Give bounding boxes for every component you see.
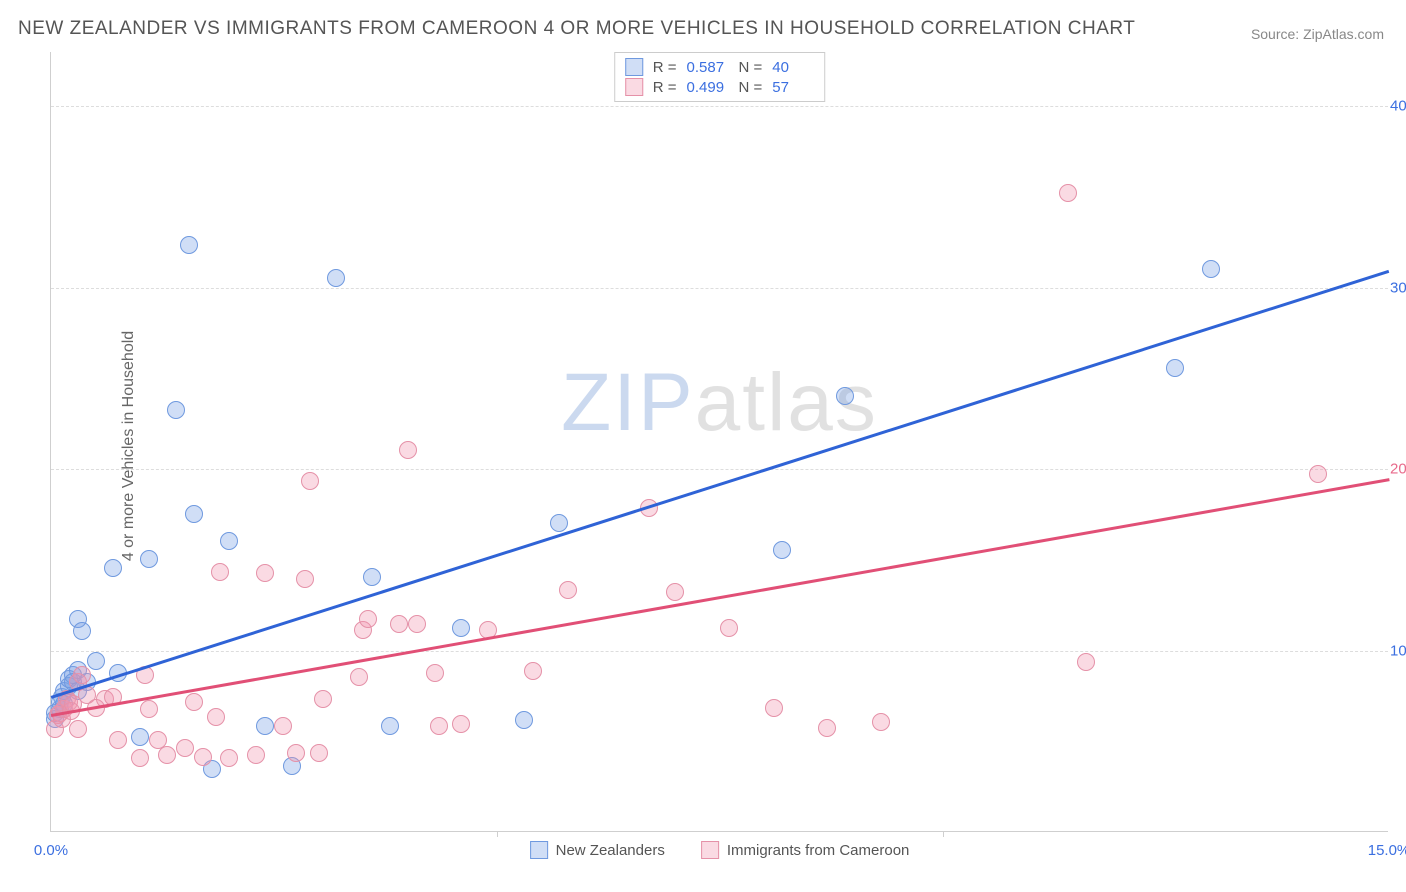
data-point [256, 564, 274, 582]
data-point [515, 711, 533, 729]
y-tick-label: 30.0% [1390, 279, 1406, 296]
data-point [167, 401, 185, 419]
source-attribution: Source: ZipAtlas.com [1251, 26, 1384, 42]
n-value: 57 [772, 79, 814, 96]
x-tick-mark [497, 831, 498, 837]
r-label: R = [653, 59, 677, 76]
data-point [207, 708, 225, 726]
data-point [765, 699, 783, 717]
data-point [194, 748, 212, 766]
gridline [51, 651, 1388, 652]
data-point [158, 746, 176, 764]
data-point [836, 387, 854, 405]
correlation-stats-box: R = 0.587 N = 40 R = 0.499 N = 57 [614, 52, 826, 102]
data-point [274, 717, 292, 735]
stats-row: R = 0.587 N = 40 [625, 57, 815, 77]
data-point [666, 583, 684, 601]
data-point [1309, 465, 1327, 483]
data-point [301, 472, 319, 490]
data-point [287, 744, 305, 762]
data-point [87, 652, 105, 670]
data-point [140, 550, 158, 568]
y-tick-label: 10.0% [1390, 642, 1406, 659]
r-value: 0.587 [687, 59, 729, 76]
data-point [247, 746, 265, 764]
data-point [73, 622, 91, 640]
chart-title: NEW ZEALANDER VS IMMIGRANTS FROM CAMEROO… [18, 18, 1135, 40]
legend-swatch [625, 58, 643, 76]
data-point [176, 739, 194, 757]
data-point [140, 700, 158, 718]
data-point [296, 570, 314, 588]
data-point [363, 568, 381, 586]
data-point [185, 505, 203, 523]
watermark: ZIPatlas [561, 356, 878, 450]
data-point [426, 664, 444, 682]
data-point [1077, 653, 1095, 671]
data-point [818, 719, 836, 737]
data-point [559, 581, 577, 599]
data-point [872, 713, 890, 731]
data-point [211, 563, 229, 581]
y-tick-label: 40.0% [1390, 98, 1406, 115]
data-point [390, 615, 408, 633]
data-point [131, 749, 149, 767]
gridline [51, 106, 1388, 107]
stats-row: R = 0.499 N = 57 [625, 77, 815, 97]
series-legend: New Zealanders Immigrants from Cameroon [530, 841, 910, 859]
x-tick-label: 15.0% [1368, 842, 1406, 859]
data-point [314, 690, 332, 708]
data-point [399, 441, 417, 459]
data-point [220, 532, 238, 550]
n-label: N = [739, 79, 763, 96]
data-point [220, 749, 238, 767]
legend-label: New Zealanders [556, 842, 665, 859]
data-point [350, 668, 368, 686]
data-point [550, 514, 568, 532]
data-point [131, 728, 149, 746]
data-point [1202, 260, 1220, 278]
data-point [773, 541, 791, 559]
trend-line [51, 270, 1390, 699]
gridline [51, 288, 1388, 289]
data-point [109, 731, 127, 749]
x-tick-label: 0.0% [34, 842, 68, 859]
data-point [327, 269, 345, 287]
n-value: 40 [772, 59, 814, 76]
legend-swatch [625, 78, 643, 96]
r-value: 0.499 [687, 79, 729, 96]
data-point [720, 619, 738, 637]
data-point [256, 717, 274, 735]
data-point [310, 744, 328, 762]
legend-label: Immigrants from Cameroon [727, 842, 910, 859]
data-point [359, 610, 377, 628]
r-label: R = [653, 79, 677, 96]
y-tick-label: 20.0% [1390, 461, 1406, 478]
x-tick-mark [943, 831, 944, 837]
trend-line [51, 478, 1389, 716]
data-point [73, 666, 91, 684]
data-point [180, 236, 198, 254]
data-point [408, 615, 426, 633]
watermark-zip: ZIP [561, 357, 695, 448]
legend-swatch [530, 841, 548, 859]
data-point [524, 662, 542, 680]
data-point [1059, 184, 1077, 202]
data-point [1166, 359, 1184, 377]
data-point [69, 720, 87, 738]
data-point [452, 715, 470, 733]
data-point [381, 717, 399, 735]
legend-item: Immigrants from Cameroon [701, 841, 910, 859]
data-point [430, 717, 448, 735]
data-point [452, 619, 470, 637]
scatter-plot-area: ZIPatlas R =0.587N =40R =0.499N =57 New … [50, 52, 1388, 832]
legend-item: New Zealanders [530, 841, 665, 859]
gridline [51, 469, 1388, 470]
n-label: N = [739, 59, 763, 76]
data-point [104, 559, 122, 577]
legend-swatch [701, 841, 719, 859]
data-point [185, 693, 203, 711]
